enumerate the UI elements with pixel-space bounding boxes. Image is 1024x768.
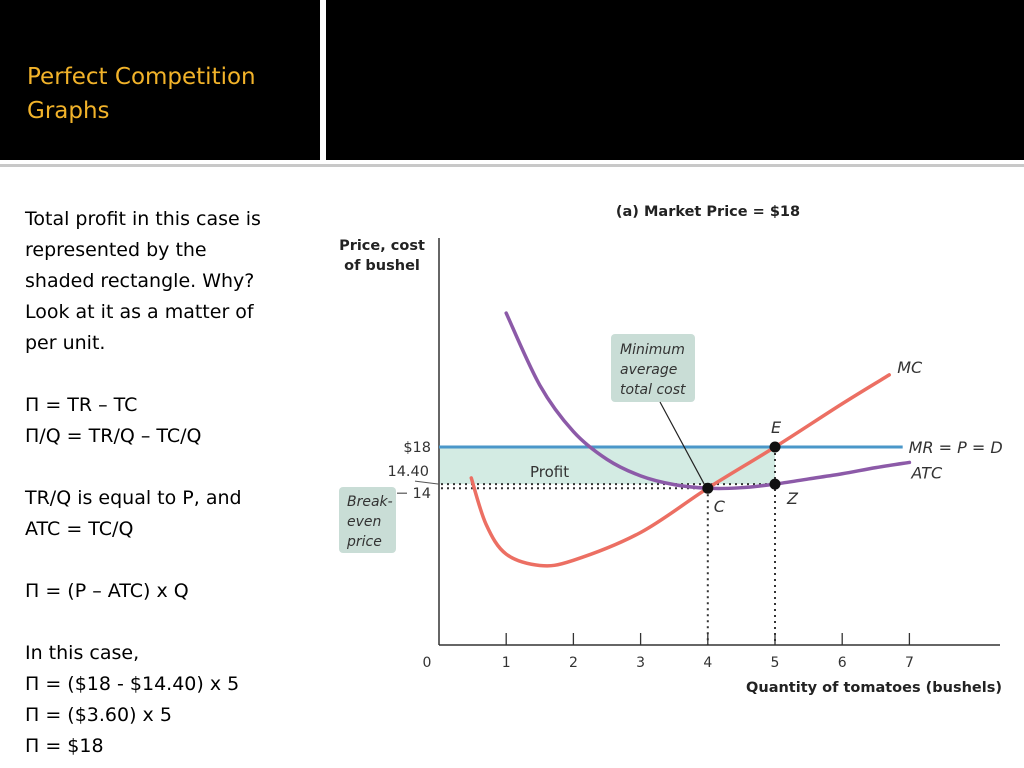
body-line: Π = TR – TC [25, 394, 138, 416]
mc-label: MC [897, 358, 923, 377]
chart: (a) Market Price = $18 Price, cost of bus… [330, 190, 1020, 710]
chart-title: (a) Market Price = $18 [616, 204, 800, 220]
plot-area: Profit 0 1 2 3 4 5 6 7 $18 14.40 14 MC MR = P = D ATC M… [339, 238, 1003, 671]
y-axis-label-line: Price, cost [339, 238, 425, 254]
y-tick-label: $18 [403, 440, 431, 456]
body-line: TR/Q is equal to P, and [25, 487, 242, 509]
body-line: Π = ($18 - $14.40) x 5 [25, 673, 240, 695]
body-line: Total profit in this case is [25, 208, 261, 230]
x-tick-label: 5 [771, 655, 780, 671]
x-tick-label: 0 [423, 655, 432, 671]
header-panel [326, 0, 1024, 160]
profit-region [440, 447, 775, 485]
body-line: shaded rectangle. Why? [25, 270, 255, 292]
body-line [25, 607, 315, 638]
chart-svg: (a) Market Price = $18 Price, cost of bus… [339, 204, 1003, 696]
mc-curve [469, 373, 891, 568]
title-panel [0, 0, 320, 160]
explanation-text: Total profit in this case is represented … [25, 204, 315, 762]
annotation-box [339, 487, 396, 553]
x-tick-label: 2 [569, 655, 578, 671]
y-tick-label: 14.40 [387, 464, 429, 480]
point-label-z: Z [786, 489, 799, 508]
x-tick-label: 6 [838, 655, 847, 671]
body-line: Look at it as a matter of [25, 301, 254, 323]
body-line [25, 359, 315, 390]
x-tick-label: 7 [905, 655, 914, 671]
body-line: Π = $18 [25, 735, 104, 757]
body-line: ATC = TC/Q [25, 518, 134, 540]
annotation-text: price [346, 534, 382, 550]
body-line: per unit. [25, 332, 106, 354]
annotation-box [611, 334, 695, 402]
slide-title-line-2: Graphs [27, 98, 110, 124]
mr-label: MR = P = D [909, 438, 1003, 457]
body-line [25, 452, 315, 483]
body-line: represented by the [25, 239, 207, 261]
y-axis-label: Price, cost of bushel [339, 238, 425, 274]
x-tick-label: 1 [502, 655, 511, 671]
annotation-text: even [347, 514, 381, 530]
point-label-e: E [771, 418, 782, 437]
annotation-text: Break- [347, 494, 393, 510]
body-line: Π = (P – ATC) x Q [25, 580, 189, 602]
header-divider [0, 164, 1024, 167]
point-z [769, 478, 781, 490]
y-tick-leader [414, 480, 440, 485]
x-axis-label: Quantity of tomatoes (bushels) [746, 680, 1002, 696]
x-tick-label: 3 [636, 655, 645, 671]
slide-title: Perfect Competition Graphs [27, 60, 307, 128]
y-tick-label: 14 [413, 486, 431, 502]
x-tick-label: 4 [703, 655, 712, 671]
annotation-text: average [620, 362, 677, 378]
annotation-text: total cost [620, 382, 686, 398]
y-axis-label-line: of bushel [344, 258, 420, 274]
point-e [769, 441, 781, 453]
slide-title-line-1: Perfect Competition [27, 64, 256, 90]
profit-label: Profit [530, 463, 569, 481]
body-line: Π/Q = TR/Q – TC/Q [25, 425, 202, 447]
body-line: In this case, [25, 642, 140, 664]
body-line: Π = ($3.60) x 5 [25, 704, 172, 726]
annotation-text: Minimum [620, 342, 685, 358]
atc-label: ATC [910, 463, 943, 482]
annotation-pointer [659, 401, 706, 486]
point-c [702, 482, 714, 494]
point-label-c: C [714, 497, 726, 516]
body-line [25, 545, 315, 576]
